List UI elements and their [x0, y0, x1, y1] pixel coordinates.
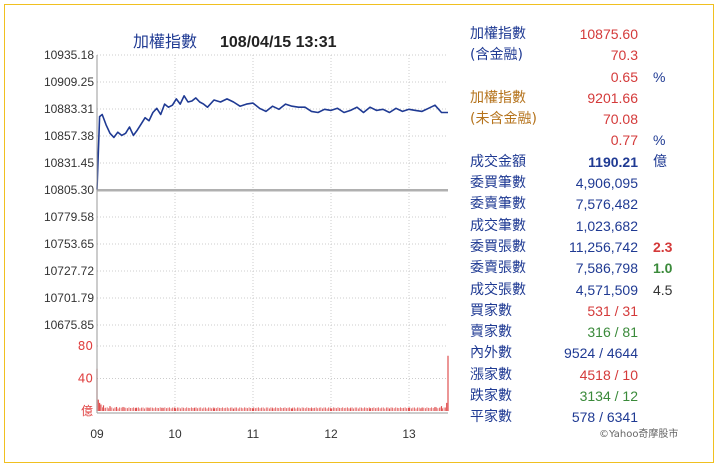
stat-bid-lots: 委買張數 11,256,742 2.3	[470, 237, 710, 258]
volume-tick-label: 40	[78, 372, 93, 386]
stat-up-value: 4518 / 10	[579, 366, 638, 383]
y-tick-label: 10779.58	[44, 210, 94, 224]
stat-bid-orders-label: 委買筆數	[470, 175, 526, 192]
stat-buyers: 買家數 531 / 31	[470, 301, 710, 322]
stat-ask-orders-value: 7,576,482	[575, 196, 638, 213]
stat-vol-lots-label: 成交張數	[470, 281, 526, 298]
x-tick-label: 09	[90, 427, 104, 441]
stat-ask-orders: 委賣筆數 7,576,482	[470, 194, 710, 215]
y-axis-ticks: 10935.18 10909.25 10883.31 10857.38 10831.45…	[44, 48, 94, 332]
stats-panel: 加權指數 10875.60 (含金融) 70.3 0.65 % 加權指數 920…	[470, 24, 710, 429]
stat-index-pct-value: 0.65	[610, 68, 638, 85]
y-tick-label: 10883.31	[44, 102, 94, 116]
volume-axis-ticks: 80 40 億	[78, 339, 93, 418]
stat-index-label: 加權指數	[470, 26, 526, 42]
stat-sellers-label: 賣家數	[470, 324, 512, 341]
stat-vol-lots: 成交張數 4,571,509 4.5	[470, 280, 710, 301]
x-tick-label: 13	[402, 427, 416, 441]
stat-down-label: 跌家數	[470, 388, 512, 405]
stat-trades-value: 1,023,682	[575, 217, 638, 234]
stat-inout-value: 9524 / 4644	[564, 345, 638, 362]
stat-flat: 平家數 578 / 6341	[470, 407, 710, 428]
series-group	[96, 95, 448, 190]
stat-bid-orders: 委買筆數 4,906,095	[470, 173, 710, 194]
y-tick-label: 10727.72	[44, 264, 94, 278]
stat-down-value: 3134 / 12	[579, 388, 638, 405]
chart-datetime: 108/04/15 13:31	[220, 34, 337, 51]
stat-turnover-label: 成交金額	[470, 153, 526, 170]
volume-bars	[96, 355, 449, 411]
stat-inout: 內外數 9524 / 4644	[470, 343, 710, 364]
stat-exfin-sub-label: (未含金融)	[470, 111, 537, 128]
stat-bid-orders-value: 4,906,095	[575, 175, 638, 192]
chart-frame	[4, 4, 714, 463]
stat-up-label: 漲家數	[470, 366, 512, 383]
stat-ask-orders-label: 委賣筆數	[470, 196, 526, 213]
stat-bid-lots-value: 11,256,742	[568, 238, 638, 255]
stat-sellers: 賣家數 316 / 81	[470, 322, 710, 343]
stat-exfin-change-value: 70.08	[602, 111, 638, 128]
stat-sellers-value: 316 / 81	[587, 324, 638, 341]
stat-ask-lots-ratio: 1.0	[653, 260, 673, 277]
stat-index-change: (含金融) 70.3	[470, 45, 710, 66]
y-tick-label: 10753.65	[44, 237, 94, 251]
stat-vol-lots-value: 4,571,509	[575, 281, 638, 298]
stat-exfin-label: 加權指數	[470, 89, 526, 106]
stat-index-pct: 0.65 %	[470, 67, 710, 88]
stat-bid-lots-label: 委買張數	[470, 238, 526, 255]
y-tick-label: 10675.85	[44, 318, 94, 332]
stat-incl-label: (含金融)	[470, 47, 523, 64]
chart-title: 加權指數	[133, 32, 197, 51]
stat-flat-value: 578 / 6341	[571, 409, 638, 426]
stat-index-value: 10875.60	[579, 26, 638, 42]
horizontal-gridlines	[97, 54, 448, 379]
stat-index-change-value: 70.3	[610, 47, 638, 64]
y-tick-label: 10805.30	[44, 183, 94, 197]
stat-inout-label: 內外數	[470, 345, 512, 362]
stat-bid-lots-ratio: 2.3	[653, 238, 673, 255]
stat-turnover: 成交金額 1190.21 億	[470, 152, 710, 173]
x-tick-label: 12	[324, 427, 338, 441]
stat-exfin-change: (未含金融) 70.08	[470, 109, 710, 130]
stat-ask-lots-value: 7,586,798	[575, 260, 638, 277]
stat-exfin-value: 9201.66	[587, 89, 638, 106]
stat-turnover-unit: 億	[653, 153, 667, 170]
stat-trades-label: 成交筆數	[470, 217, 526, 234]
stat-ask-lots-label: 委賣張數	[470, 260, 526, 277]
y-tick-label: 10935.18	[44, 48, 94, 62]
y-tick-label: 10701.79	[44, 291, 94, 305]
stat-flat-label: 平家數	[470, 409, 512, 426]
stat-exfin-pct-value: 0.77	[610, 132, 638, 149]
stat-index-pct-unit: %	[653, 68, 666, 85]
stat-up: 漲家數 4518 / 10	[470, 365, 710, 386]
y-tick-label: 10909.25	[44, 75, 94, 89]
stat-exfin-pct-unit: %	[653, 132, 666, 149]
stat-trades: 成交筆數 1,023,682	[470, 216, 710, 237]
stat-down: 跌家數 3134 / 12	[470, 386, 710, 407]
index-line	[96, 95, 448, 190]
stat-exfin: 加權指數 9201.66	[470, 88, 710, 109]
stat-turnover-value: 1190.21	[588, 153, 638, 170]
stat-buyers-label: 買家數	[470, 302, 512, 319]
stat-ask-lots: 委賣張數 7,586,798 1.0	[470, 258, 710, 279]
stat-vol-lots-ratio: 4.5	[653, 281, 673, 298]
y-tick-label: 10857.38	[44, 129, 94, 143]
x-tick-label: 10	[168, 427, 182, 441]
x-axis-ticks: 09 10 11 12 13	[90, 427, 416, 441]
y-tick-label: 10831.45	[44, 156, 94, 170]
volume-tick-label: 80	[78, 339, 93, 353]
volume-tick-label: 億	[81, 404, 93, 418]
stat-exfin-pct: 0.77 %	[470, 130, 710, 151]
stat-buyers-value: 531 / 31	[587, 302, 638, 319]
stat-index: 加權指數 10875.60	[470, 24, 710, 45]
copyright-text: ©Yahoo奇摩股市	[599, 427, 678, 440]
x-tick-label: 11	[247, 427, 260, 441]
